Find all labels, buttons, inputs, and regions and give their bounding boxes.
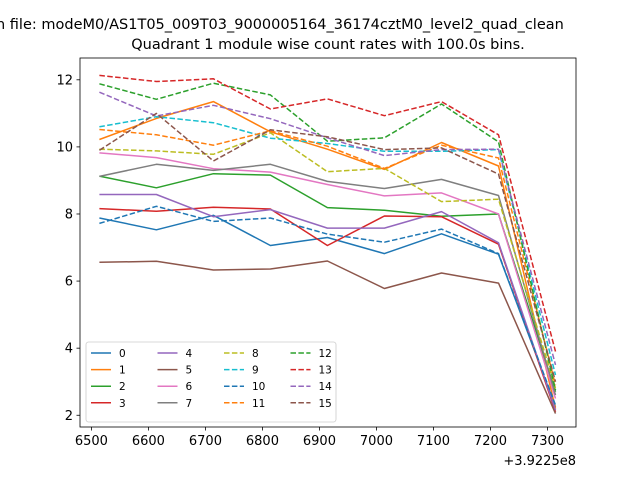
x-tick-label: 6700 [189, 434, 222, 449]
legend-label-2: 2 [119, 381, 126, 393]
x-tick-label: 7300 [531, 434, 564, 449]
series-line-7 [99, 163, 557, 396]
x-offset-label: +3.9225e8 [503, 454, 576, 469]
series-line-2 [99, 172, 557, 393]
y-tick-label: 10 [56, 140, 73, 155]
series-line-15 [98, 112, 557, 382]
legend-label-15: 15 [319, 398, 332, 410]
series-line-6 [99, 152, 557, 399]
legend-box [85, 341, 337, 423]
legend-label-4: 4 [186, 348, 193, 360]
legend-label-10: 10 [252, 381, 265, 393]
legend-label-5: 5 [186, 365, 193, 377]
x-tick-label: 7000 [360, 434, 393, 449]
chart-suptitle: n file: modeM0/AS1T05_009T03_9000005164_… [0, 17, 564, 33]
legend-label-9: 9 [252, 365, 259, 377]
y-tick-label: 8 [65, 207, 73, 222]
legend-label-12: 12 [319, 348, 332, 360]
x-tick-label: 6800 [246, 434, 279, 449]
legend-label-0: 0 [119, 348, 126, 360]
x-tick-label: 6600 [132, 434, 165, 449]
legend-label-14: 14 [319, 381, 333, 393]
series-line-8 [99, 132, 557, 389]
series-line-13 [99, 74, 557, 352]
series-line-0 [99, 214, 557, 408]
axes-layer: 6500 6600 6700 6800 6900 7000 7100 7200 73002468… [56, 57, 577, 449]
legend-label-8: 8 [252, 348, 259, 360]
series-line-12 [99, 82, 557, 391]
series-line-4 [99, 193, 557, 411]
y-tick-label: 4 [65, 342, 73, 357]
y-tick-label: 6 [65, 275, 73, 290]
series-line-11 [99, 128, 557, 386]
legend-label-1: 1 [119, 365, 126, 377]
series-line-10 [99, 205, 557, 406]
x-tick-label: 6900 [303, 434, 336, 449]
series-line-9 [99, 115, 557, 376]
legend-label-13: 13 [319, 365, 332, 377]
series-layer [98, 74, 557, 414]
legend-label-11: 11 [252, 398, 265, 410]
series-line-3 [99, 206, 557, 413]
chart-title: Quadrant 1 module wise count rates with … [131, 37, 525, 53]
x-tick-label: 7100 [417, 434, 450, 449]
legend-label-3: 3 [119, 398, 126, 410]
legend-label-6: 6 [186, 381, 193, 393]
x-tick-label: 7200 [474, 434, 507, 449]
axes-frame [79, 57, 577, 428]
series-line-5 [99, 260, 557, 414]
y-tick-label: 12 [56, 73, 73, 88]
series-line-14 [99, 91, 557, 366]
y-tick-label: 2 [65, 409, 73, 424]
legend-label-7: 7 [186, 398, 193, 410]
x-tick-label: 6500 [75, 434, 108, 449]
